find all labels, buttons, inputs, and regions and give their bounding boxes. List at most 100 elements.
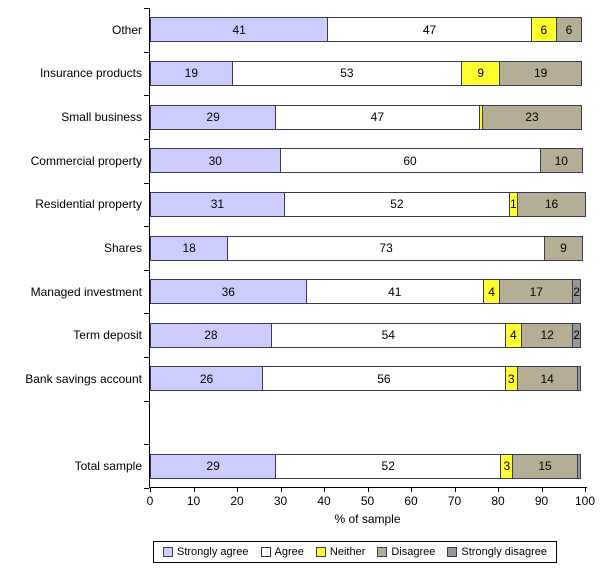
x-axis-tick (280, 488, 282, 492)
y-axis-tick (144, 488, 149, 489)
y-axis-tick (144, 313, 149, 315)
bar-value-label: 2 (573, 328, 580, 343)
x-axis-tick (411, 488, 412, 492)
bar-segment-disagree: 12 (521, 322, 574, 348)
bar-segment-agree: 41 (305, 279, 484, 305)
x-axis-tick-label: 50 (360, 494, 375, 508)
bar-value-label: 19 (533, 66, 548, 81)
legend-swatch-icon (162, 547, 173, 557)
x-axis-tick (367, 488, 369, 492)
bar-value-label: 3 (503, 459, 511, 474)
bar-value-label: 12 (540, 328, 554, 343)
legend-label: Neither (329, 546, 366, 558)
category-label: Term deposit (73, 328, 142, 343)
bar-segment-disagree: 14 (516, 366, 578, 392)
bar-value-label: 4 (510, 328, 517, 343)
y-axis-tick (144, 226, 149, 228)
bar-segment-agree: 56 (262, 366, 506, 392)
y-axis-tick (144, 400, 149, 402)
bar-row: 29 47 23 (150, 104, 585, 130)
bar-value-label: 56 (377, 371, 391, 386)
bar-segment-agree: 73 (227, 235, 545, 261)
bar-value-label: 2 (573, 284, 580, 299)
x-axis-tick (585, 488, 586, 492)
category-label: Insurance products (39, 66, 142, 81)
bar-segment-strongly-disagree (576, 453, 581, 479)
y-axis-tick (144, 444, 149, 446)
bar-row: 26 56 3 14 (150, 366, 585, 392)
x-axis-tick (498, 488, 499, 492)
bar-value-label: 31 (210, 197, 225, 212)
y-axis-tick (144, 269, 149, 271)
legend: Strongly agree Agree Neither Disagree Strong… (152, 541, 558, 563)
bar-value-label: 19 (184, 66, 198, 81)
bar-value-label: 47 (370, 110, 385, 125)
y-axis-line (149, 8, 150, 488)
x-axis-line (149, 487, 587, 488)
bar-segment-neither: 4 (504, 322, 523, 348)
bar-row: 30 60 10 (150, 148, 585, 174)
bar-segment-agree: 47 (327, 17, 532, 43)
x-axis-tick-label: 40 (317, 494, 331, 508)
bar-segment-strongly-agree: 29 (150, 453, 277, 479)
bar-row: 29 52 3 15 (150, 453, 585, 479)
bar-segment-strongly-agree: 19 (150, 60, 233, 86)
bar-value-label: 60 (403, 153, 417, 168)
bar-segment-neither: 9 (461, 60, 501, 86)
bar-segment-strongly-agree: 30 (150, 148, 281, 174)
y-axis-tick (144, 138, 149, 140)
bar-row: 41 47 6 6 (150, 17, 585, 43)
bar-value-label: 29 (206, 459, 220, 474)
bar-value-label: 18 (182, 241, 196, 255)
bar-segment-disagree: 9 (543, 235, 583, 261)
bar-value-label: 6 (565, 22, 573, 37)
bar-segment-neither: 6 (530, 17, 557, 43)
bar-row: 19 53 9 19 (150, 60, 585, 86)
bar-value-label: 28 (204, 328, 218, 343)
bar-segment-disagree: 23 (481, 104, 582, 130)
bar-value-label: 73 (379, 241, 393, 255)
bar-value-label: 52 (381, 459, 395, 474)
category-label: Total sample (74, 459, 142, 474)
x-axis-tick (150, 488, 151, 492)
bar-segment-disagree: 19 (499, 60, 582, 86)
bar-segment-strongly-agree: 31 (150, 191, 285, 217)
bar-value-label: 41 (388, 284, 402, 299)
x-axis-tick (193, 488, 195, 492)
bar-value-label: 30 (208, 153, 222, 168)
bar-segment-strongly-disagree (576, 366, 581, 392)
legend-swatch-icon (260, 547, 271, 557)
category-label: Managed investment (30, 284, 142, 299)
bar-row: 31 52 1 16 (150, 191, 587, 217)
bar-value-label: 6 (540, 22, 548, 37)
category-label: Commercial property (30, 153, 142, 168)
bar-segment-disagree: 6 (555, 17, 582, 43)
bar-value-label: 4 (488, 284, 495, 299)
x-axis-tick (237, 488, 238, 492)
x-axis-tick-label: 60 (404, 494, 418, 508)
bar-value-label: 36 (221, 284, 235, 299)
bar-segment-strongly-agree: 26 (150, 366, 264, 392)
bar-value-label: 23 (525, 110, 539, 125)
category-label: Bank savings account (25, 371, 142, 386)
bar-segment-disagree: 15 (512, 453, 578, 479)
bar-segment-agree: 53 (231, 60, 463, 86)
bar-segment-agree: 60 (279, 148, 541, 174)
legend-label: Strongly disagree (461, 546, 548, 558)
x-axis-tick-label: 90 (534, 494, 549, 508)
bar-value-label: 3 (507, 371, 515, 386)
bar-segment-neither: 4 (482, 279, 501, 305)
bar-segment-strongly-disagree: 2 (572, 322, 581, 348)
bar-value-label: 10 (554, 153, 568, 168)
bar-value-label: 1 (510, 197, 517, 212)
bar-value-label: 41 (232, 22, 246, 37)
bar-value-label: 29 (206, 110, 220, 125)
bar-value-label: 14 (540, 371, 554, 386)
legend-item-disagree: Disagree (377, 546, 435, 558)
x-axis-tick-label: 70 (447, 494, 462, 508)
x-axis-tick (454, 488, 456, 492)
x-axis-tick-label: 10 (186, 494, 201, 508)
y-axis-tick (144, 51, 149, 53)
bar-value-label: 9 (560, 241, 567, 255)
